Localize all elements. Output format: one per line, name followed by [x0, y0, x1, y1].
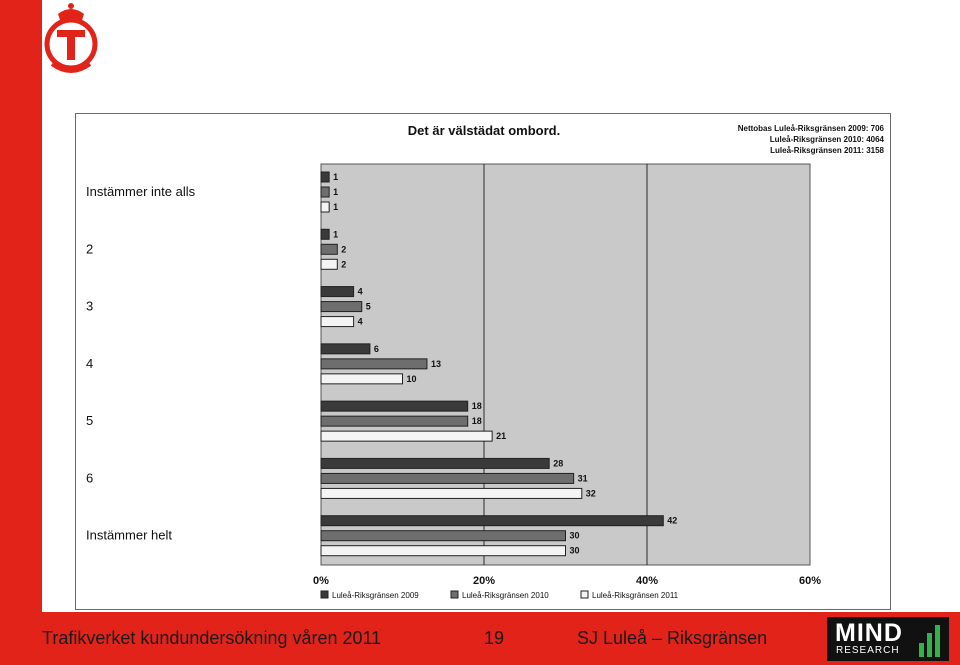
mind-logo-subtitle: RESEARCH	[836, 645, 900, 656]
category-label-2: 3	[86, 299, 93, 314]
bar-s2-c6	[320, 545, 566, 557]
bar-s1-c1	[320, 243, 338, 255]
bar-s2-c2	[320, 316, 355, 328]
bar-label-s1-c6: 30	[570, 531, 580, 541]
mind-logo-bar-2	[927, 633, 932, 657]
bar-s0-c5	[320, 457, 550, 469]
legend-swatch-1	[450, 590, 459, 599]
category-label-0: Instämmer inte alls	[86, 184, 196, 199]
bar-s0-c3	[320, 343, 371, 355]
bar-label-s2-c4: 21	[496, 431, 506, 441]
mind-logo-bar-1	[919, 643, 924, 657]
trafikverket-logo-icon	[44, 3, 98, 73]
bar-s1-c6	[320, 530, 566, 542]
chart-title: Det är välstädat ombord.	[408, 123, 560, 138]
bar-label-s2-c0: 1	[333, 202, 338, 212]
bar-s0-c4	[320, 400, 469, 412]
bar-s2-c1	[320, 258, 338, 270]
bar-label-s0-c1: 1	[333, 229, 338, 239]
bar-label-s2-c6: 30	[570, 546, 580, 556]
legend: Luleå-Riksgränsen 2009 Luleå-Riksgränsen …	[320, 590, 679, 600]
note-line-3: Luleå-Riksgränsen 2011: 3158	[770, 146, 884, 155]
tick-label-40: 40%	[636, 575, 658, 587]
bar-s2-c3	[320, 373, 403, 385]
bar-label-s0-c6: 42	[667, 516, 677, 526]
bar-label-s0-c3: 6	[374, 344, 379, 354]
bar-label-s0-c5: 28	[553, 458, 563, 468]
category-label-1: 2	[86, 241, 93, 256]
bar-s0-c1	[320, 228, 330, 240]
tick-labels-group: 0% 20% 40% 60%	[313, 575, 821, 587]
bar-s2-c4	[320, 430, 493, 442]
mind-logo-word: MIND	[835, 619, 903, 647]
category-label-3: 4	[86, 356, 93, 371]
category-label-4: 5	[86, 413, 93, 428]
bar-s2-c5	[320, 487, 583, 499]
bar-label-s1-c5: 31	[578, 473, 588, 483]
bar-label-s2-c1: 2	[341, 259, 346, 269]
bar-label-s0-c4: 18	[472, 401, 482, 411]
category-label-6: Instämmer helt	[86, 528, 172, 543]
bar-label-s2-c5: 32	[586, 488, 596, 498]
bar-label-s1-c3: 13	[431, 359, 441, 369]
bar-s2-c0	[320, 201, 330, 213]
mind-research-logo: MIND RESEARCH	[827, 617, 949, 661]
legend-label-0: Luleå-Riksgränsen 2009	[332, 591, 419, 600]
bar-s0-c2	[320, 286, 355, 298]
bar-label-s0-c2: 4	[358, 287, 363, 297]
tick-label-20: 20%	[473, 575, 495, 587]
note-line-2: Luleå-Riksgränsen 2010: 4064	[770, 135, 885, 144]
legend-label-2: Luleå-Riksgränsen 2011	[592, 591, 679, 600]
bar-s1-c2	[320, 301, 363, 313]
tick-label-60: 60%	[799, 575, 821, 587]
category-labels-group: Instämmer inte alls 2 3 4 5 6 Instämmer helt	[86, 184, 196, 543]
bar-label-s1-c4: 18	[472, 416, 482, 426]
mind-logo-bar-3	[935, 625, 940, 657]
legend-swatch-2	[580, 590, 589, 599]
bar-label-s1-c2: 5	[366, 302, 371, 312]
bar-label-s1-c1: 2	[341, 244, 346, 254]
legend-label-1: Luleå-Riksgränsen 2010	[462, 591, 549, 600]
legend-swatch-0	[320, 590, 329, 599]
bar-label-s0-c0: 1	[333, 172, 338, 182]
page-number: 19	[484, 628, 505, 648]
bar-s0-c0	[320, 171, 330, 183]
category-label-5: 6	[86, 470, 93, 485]
tick-label-0: 0%	[313, 575, 329, 587]
bar-label-s1-c0: 1	[333, 187, 338, 197]
bar-s1-c4	[320, 415, 469, 427]
chart-frame: 1 1 1 1 2 2 4 5 4 6 13 10 18 18 21 28 31 32 42 30 30 Instämm…	[75, 113, 891, 610]
bar-s0-c6	[320, 515, 664, 527]
bar-label-s2-c3: 10	[407, 374, 417, 384]
note-line-1: Nettobas Luleå-Riksgränsen 2009: 706	[738, 124, 885, 133]
bar-s1-c3	[320, 358, 428, 370]
left-accent-bar	[0, 0, 42, 612]
footer-route: SJ Luleå – Riksgränsen	[577, 628, 768, 648]
footer-bar: Trafikverket kundundersökning våren 2011…	[0, 612, 960, 665]
footer-survey-title: Trafikverket kundundersökning våren 2011	[42, 628, 382, 648]
bar-s1-c0	[320, 186, 330, 198]
bars-group	[320, 171, 664, 557]
bar-s1-c5	[320, 472, 575, 484]
bar-label-s2-c2: 4	[358, 317, 363, 327]
